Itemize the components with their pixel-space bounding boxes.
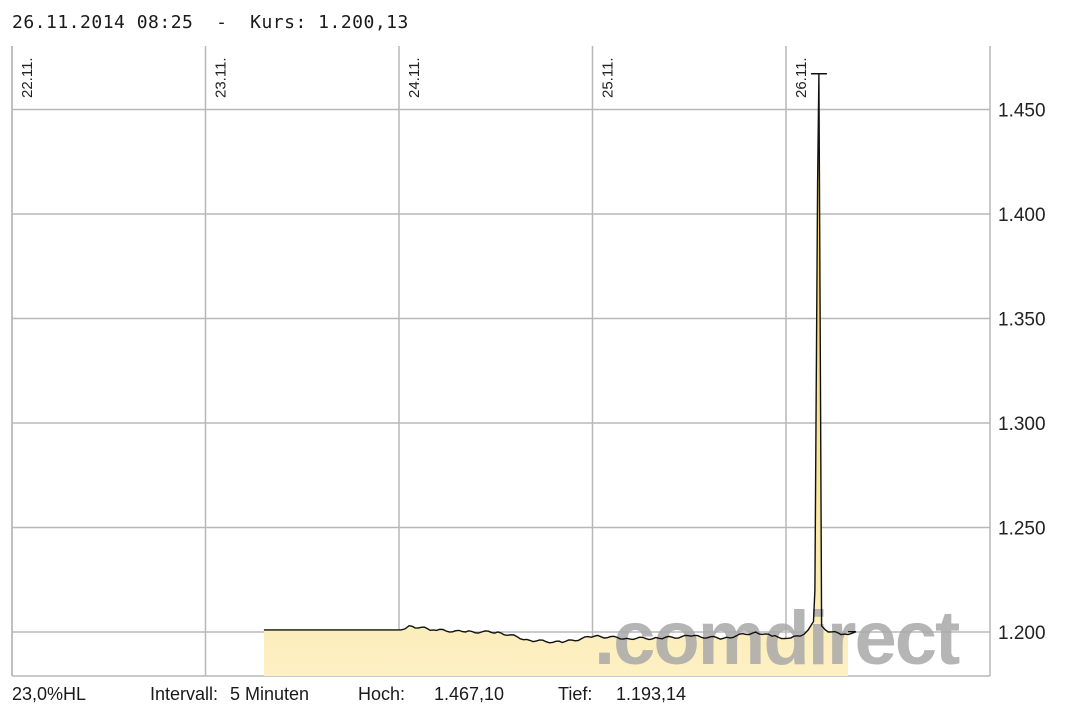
x-tick-label: 24.11. (406, 57, 423, 98)
footer-low-value: 1.193,14 (616, 684, 687, 704)
header-kurs-value: 1.200,13 (318, 12, 409, 33)
footer-interval-label: Intervall: (150, 684, 219, 704)
footer-hl: 23,0%HL (12, 684, 87, 704)
footer-high-value: 1.467,10 (434, 684, 505, 704)
y-tick-label: 1.300 (998, 414, 1046, 435)
footer-interval-value: 5 Minuten (230, 684, 310, 704)
y-tick-label: 1.250 (998, 519, 1046, 540)
chart-header: 26.11.2014 08:25 - Kurs: 1.200,13 (12, 12, 409, 33)
y-tick-label: 1.200 (998, 623, 1046, 644)
price-line (263, 73, 857, 644)
x-axis-date-labels: 22.11. 23.11. 24.11. 25.11. 26.11. (19, 57, 810, 98)
footer-high-label: Hoch: (358, 684, 406, 704)
x-tick-label: 26.11. (793, 57, 810, 98)
header-separator: - (216, 12, 228, 33)
x-tick-label: 23.11. (213, 57, 230, 98)
x-tick-label: 22.11. (19, 57, 36, 98)
header-datetime: 26.11.2014 08:25 (12, 12, 194, 33)
y-tick-label: 1.350 (998, 310, 1046, 331)
grid-lines (11, 46, 991, 677)
price-line-layer (263, 73, 857, 644)
price-area-fill (263, 73, 856, 677)
y-axis-labels: 1.450 1.400 1.350 1.300 1.250 1.200 (998, 101, 1046, 645)
y-tick-label: 1.400 (998, 205, 1046, 226)
comdirect-watermark: .comdirect (594, 596, 960, 681)
chart-footer: 23,0%HL Intervall: 5 Minuten Hoch: 1.467… (12, 684, 686, 705)
area-fill-layer (263, 73, 856, 677)
y-tick-label: 1.450 (998, 101, 1046, 122)
x-tick-label: 25.11. (600, 57, 617, 98)
footer-low-label: Tief: (558, 684, 593, 704)
header-kurs-label: Kurs: (250, 12, 307, 33)
